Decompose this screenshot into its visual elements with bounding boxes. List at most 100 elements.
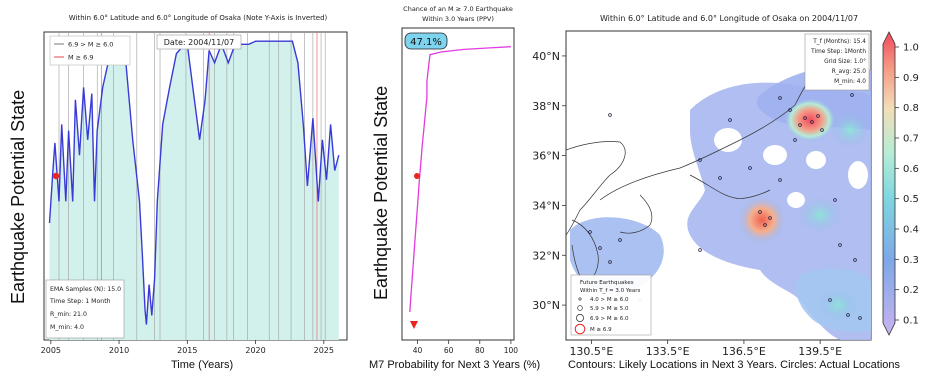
colorbar-tick-label: 0.2 — [903, 285, 919, 296]
earthquake-circle — [758, 210, 762, 214]
left-legend: 6.9 > M ≥ 6.0 M ≥ 6.9 — [49, 35, 131, 66]
info-mmin: M_min: 4.0 — [50, 324, 84, 331]
earthquake-circle — [788, 108, 792, 112]
earthquake-circle — [846, 313, 850, 317]
colorbar-tick-label: 0.1 — [903, 316, 919, 327]
map-legend-m5: 5.9 > M ≥ 5.0 — [590, 306, 629, 312]
left-y-axis-label: Earthquake Potential State — [8, 89, 28, 304]
map-x-ticks: 130.5°E 133.5°E 136.5°E 139.5°E — [569, 340, 842, 358]
map-legend-m7: M ≥ 6.9 — [590, 327, 612, 333]
colorbar-tick-label: 0.3 — [903, 255, 919, 266]
map-y-ticks: 40°N 38°N 36°N 34°N 32°N 30°N — [532, 50, 566, 312]
earthquake-circle — [728, 118, 732, 122]
earthquake-circle — [598, 246, 602, 250]
date-box-label: Date: 2004/11/07 — [164, 38, 234, 47]
x-tick-label: 40 — [413, 346, 423, 355]
coastline-korea — [566, 141, 626, 236]
potential-state-fill — [49, 41, 339, 340]
legend-item-m6: 6.9 > M ≥ 6.0 — [68, 41, 113, 49]
contour-southwest-region — [570, 217, 664, 294]
potential-state-line — [48, 40, 340, 325]
probability-badge: 47.1% — [404, 32, 448, 50]
legend-item-m7: M ≥ 6.9 — [68, 54, 94, 62]
hotspot-northeast — [784, 98, 836, 142]
earthquake-circle — [618, 238, 622, 242]
colorbar-tick-label: 0.7 — [903, 134, 919, 145]
earthquake-circle — [748, 166, 752, 170]
cool-patch-2 — [798, 197, 842, 233]
left-panel: Within 6.0° Latitude and 6.0° Longitude … — [41, 14, 348, 355]
lon-tick-label: 130.5°E — [569, 345, 613, 358]
right-title: Within 6.0° Latitude and 6.0° Longitude … — [600, 14, 858, 23]
cool-patch-1 — [830, 112, 870, 148]
white-hole-1 — [714, 128, 742, 152]
middle-title-1: Chance of an M ≥ 7.0 Earthquake — [403, 5, 513, 13]
white-hole-4 — [787, 192, 805, 208]
earthquake-circle — [838, 243, 842, 247]
current-state-marker — [52, 172, 60, 180]
middle-current-marker — [414, 173, 420, 179]
earthquake-circle — [798, 123, 802, 127]
x-tick-label: 2010 — [109, 346, 129, 355]
white-hole-5 — [848, 161, 868, 189]
earthquake-circle — [803, 116, 807, 120]
date-box: Date: 2004/11/07 — [156, 34, 242, 50]
actual-earthquakes — [588, 93, 862, 320]
lon-tick-label: 133.5°E — [646, 345, 690, 358]
white-hole-3 — [806, 151, 826, 169]
map-info-box: T_f (Months): 15.4 Time Step: 1Month Gri… — [804, 33, 870, 91]
likelihood-contours — [566, 49, 871, 340]
earthquake-circle — [793, 138, 797, 142]
map-legend-m4: 4.0 > M ≥ 6.0 — [590, 297, 629, 303]
middle-x-ticks: 40 60 80 100 — [413, 340, 518, 355]
right-panel: Within 6.0° Latitude and 6.0° Longitude … — [532, 14, 919, 358]
x-tick-label: 80 — [475, 346, 485, 355]
earthquake-circle — [698, 248, 702, 252]
map-info-mmin: M_min: 4.0 — [834, 79, 866, 85]
earthquake-circle — [853, 258, 857, 262]
middle-x-axis-label: M7 Probability for Next 3 Years (%) — [369, 359, 541, 371]
lon-tick-label: 139.5°E — [798, 345, 842, 358]
earthquake-circle — [833, 198, 837, 202]
map-info-ravg: R_avg: 25.0 — [832, 69, 867, 75]
left-title: Within 6.0° Latitude and 6.0° Longitude … — [69, 14, 328, 22]
x-tick-label: 100 — [504, 346, 519, 355]
earthquake-circle — [820, 128, 824, 132]
left-x-axis-label: Time (Years) — [171, 359, 234, 371]
map-legend-title-2: Within T_f = 3.0 Years — [580, 288, 641, 294]
info-ema: EMA Samples (N): 15.0 — [50, 286, 121, 293]
middle-title-2: Within 3.0 Years (PPV) — [422, 15, 494, 23]
earthquake-circle — [858, 316, 862, 320]
map-legend-title-1: Future Earthquakes — [580, 280, 634, 286]
left-info-box: EMA Samples (N): 15.0 Time Step: 1 Month… — [45, 279, 125, 339]
map-info-timestep: Time Step: 1Month — [810, 49, 866, 55]
colorbar-tick-label: 1.0 — [903, 43, 919, 54]
earthquake-circle — [588, 230, 592, 234]
x-tick-label: 2015 — [177, 346, 197, 355]
map-legend-m6: 6.9 > M ≥ 6.0 — [590, 316, 629, 322]
lat-tick-label: 40°N — [532, 50, 560, 63]
info-rmin: R_min: 21.0 — [50, 311, 87, 318]
bottom-triangle-marker — [410, 321, 418, 329]
earthquake-circle — [608, 113, 612, 117]
probability-curve — [409, 46, 511, 313]
colorbar-tick-label: 0.4 — [903, 225, 919, 236]
x-tick-label: 2020 — [245, 346, 265, 355]
hotspot-south — [738, 196, 786, 244]
earthquake-circle — [816, 114, 820, 118]
map-info-tf: T_f (Months): 15.4 — [812, 39, 866, 45]
lat-tick-label: 34°N — [532, 199, 560, 212]
map-info-grid: Grid Size: 1.0° — [824, 59, 866, 65]
colorbar-ticks: 1.0 0.9 0.8 0.7 0.6 0.5 0.4 0.3 0.2 0.1 — [895, 43, 919, 327]
earthquake-circle — [850, 93, 854, 97]
colorbar: 1.0 0.9 0.8 0.7 0.6 0.5 0.4 0.3 0.2 0.1 — [882, 31, 919, 336]
left-x-ticks: 2005 2010 2015 2020 2025 — [41, 340, 334, 355]
colorbar-tick-label: 0.5 — [903, 194, 919, 205]
colorbar-body — [882, 31, 896, 336]
lat-tick-label: 30°N — [532, 299, 560, 312]
middle-panel: Chance of an M ≥ 7.0 Earthquake Within 3… — [401, 5, 518, 355]
event-lines — [58, 32, 326, 340]
earthquake-circle — [718, 176, 722, 180]
lon-tick-label: 136.5°E — [722, 345, 766, 358]
colorbar-tick-label: 0.9 — [903, 73, 919, 84]
